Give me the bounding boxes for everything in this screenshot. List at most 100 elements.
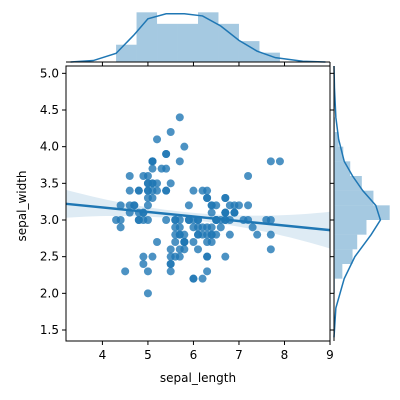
scatter-point-48 — [157, 164, 166, 173]
y-hist-bar-4 — [334, 220, 367, 235]
x-axis-label: sepal_length — [160, 371, 236, 385]
scatter-point-16 — [162, 150, 171, 158]
scatter-point-35 — [143, 201, 152, 210]
y-tick-label-6: 4.5 — [40, 103, 59, 117]
scatter-point-135 — [266, 216, 275, 224]
scatter-point-49 — [143, 194, 152, 202]
x-tick-label-4: 8 — [281, 348, 289, 362]
scatter-point-90 — [166, 245, 175, 254]
scatter-point-113 — [175, 252, 184, 261]
scatter-point-89 — [166, 252, 175, 261]
scatter-point-21 — [148, 164, 157, 173]
x-hist-bar-1 — [136, 12, 158, 62]
scatter-point-43 — [143, 179, 152, 188]
scatter-point-31 — [162, 186, 171, 195]
scatter-point-83 — [189, 238, 198, 246]
scatter-point-121 — [171, 230, 180, 239]
main-axes: 4 5 6 7 8 9 1.5 2.0 2.5 3.0 3.5 4.0 4.5 5.0 — [40, 65, 334, 362]
y-tick-label-7: 5.0 — [40, 66, 59, 80]
x-kde-curve — [70, 13, 326, 63]
scatter-point-140 — [221, 208, 230, 217]
scatter-point-103 — [203, 223, 212, 232]
scatter-point-78 — [189, 223, 198, 232]
scatter-point-37 — [139, 172, 148, 180]
scatter-point-85 — [189, 186, 198, 195]
scatter-point-95 — [175, 216, 184, 224]
scatter-point-109 — [244, 172, 253, 180]
y-tick-label-2: 2.5 — [40, 250, 59, 264]
scatter-point-47 — [125, 201, 134, 210]
x-tick-label-1: 5 — [144, 348, 152, 362]
scatter-point-87 — [203, 267, 212, 276]
top-marginal-axes — [66, 12, 331, 66]
scatter-point-100 — [203, 194, 212, 202]
x-hist-bar-5 — [218, 23, 239, 62]
scatter-point-18 — [175, 157, 184, 166]
scatter-point-117 — [266, 157, 275, 166]
main-axes-frame — [65, 65, 331, 342]
scatter-point-60 — [143, 289, 152, 298]
y-axis-label: sepal_width — [15, 170, 29, 241]
y-kde-curve — [333, 65, 382, 338]
scatter-point-70 — [184, 201, 193, 210]
x-hist-bar-7 — [259, 52, 280, 62]
scatter-point-122 — [266, 230, 275, 239]
y-hist-bar-6 — [334, 190, 374, 206]
scatter-point-107 — [248, 223, 257, 232]
y-tick-label-1: 2.0 — [40, 286, 59, 300]
scatter-point-118 — [266, 245, 275, 254]
scatter-point-108 — [221, 252, 230, 261]
scatter-point-133 — [203, 230, 212, 239]
scatter-point-68 — [198, 274, 207, 283]
x-hist-bar-0 — [116, 44, 137, 62]
scatter-point-15 — [175, 113, 184, 122]
scatter-point-114 — [180, 230, 189, 239]
scatter-point-143 — [225, 201, 234, 210]
y-tick-label-0: 1.5 — [40, 323, 59, 337]
scatter-point-142 — [180, 238, 189, 246]
scatter-point-33 — [166, 128, 175, 136]
scatter-point-131 — [275, 157, 284, 166]
scatter-point-137 — [207, 208, 216, 217]
x-hist-bar-4 — [198, 12, 219, 62]
scatter-point-94 — [171, 238, 180, 246]
scatter-point-46 — [148, 157, 157, 166]
scatter-point-58 — [216, 223, 225, 232]
right-marginal-axes — [330, 65, 390, 341]
scatter-point-93 — [143, 267, 152, 276]
scatter-point-92 — [180, 245, 189, 254]
scatter-point-45 — [134, 216, 143, 224]
scatter-point-42 — [116, 201, 125, 210]
scatter-point-53 — [166, 267, 175, 276]
x-tick-label-3: 7 — [235, 348, 243, 362]
y-tick-label-4: 3.5 — [40, 176, 59, 190]
scatter-point-81 — [166, 260, 175, 268]
scatter-point-6 — [125, 186, 134, 195]
y-hist-bar-5 — [334, 205, 390, 220]
y-hist-bar-9 — [334, 146, 344, 162]
x-hist-bar-2 — [157, 23, 178, 62]
scatter-point-14 — [180, 142, 189, 151]
y-hist-bar-3 — [334, 234, 358, 250]
scatter-point-24 — [134, 186, 143, 195]
x-tick-label-5: 9 — [326, 348, 334, 362]
scatter-point-59 — [153, 238, 162, 246]
scatter-point-96 — [175, 223, 184, 232]
scatter-point-36 — [166, 179, 175, 188]
x-tick-label-2: 6 — [190, 348, 198, 362]
scatter-point-32 — [153, 135, 162, 144]
scatter-point-8 — [116, 223, 125, 232]
scatter-point-98 — [148, 252, 157, 261]
scatter-point-57 — [139, 260, 148, 268]
scatter-point-144 — [221, 194, 230, 202]
scatter-point-39 — [148, 186, 157, 195]
scatter-point-141 — [230, 208, 239, 217]
y-hist-bar-2 — [334, 249, 353, 264]
scatter-point-146 — [203, 252, 212, 261]
scatter-point-134 — [194, 245, 202, 254]
scatter-point-106 — [139, 252, 148, 261]
scatter-point-115 — [207, 201, 216, 210]
y-tick-label-5: 4.0 — [40, 140, 59, 154]
x-hist-bar-6 — [238, 41, 260, 62]
scatter-point-148 — [198, 186, 207, 195]
